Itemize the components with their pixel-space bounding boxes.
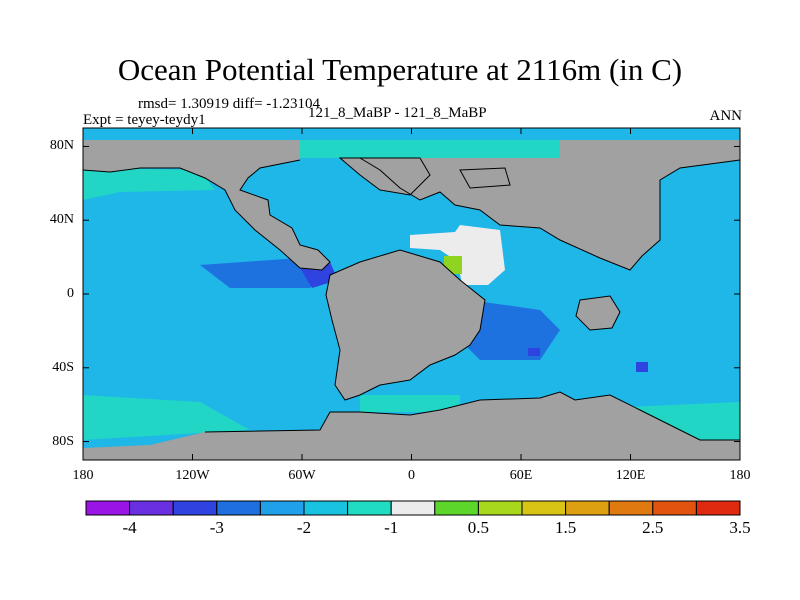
lat-label: 40S	[52, 359, 74, 375]
colorbar-tick-label: 1.5	[554, 518, 577, 537]
coastlines	[82, 157, 741, 441]
colorbar-swatch	[652, 500, 697, 516]
lat-label: 40N	[49, 212, 74, 228]
indian-ocean-cold-plume	[460, 300, 560, 360]
indian-deep-cold-spot	[528, 348, 540, 356]
colorbar-swatch	[695, 500, 741, 516]
colorbar-swatch	[390, 500, 436, 516]
colorbar-tick-label: 0.5	[467, 518, 490, 537]
australia-land	[576, 296, 620, 330]
south-america-africa-land	[326, 250, 485, 400]
lon-label: 60E	[509, 468, 533, 483]
lat-label: 80S	[52, 433, 74, 449]
coastline-eurasia	[359, 157, 741, 271]
coastline-australia	[575, 295, 621, 331]
experiment-names: 121_8_MaBP - 121_8_MaBP	[308, 105, 487, 121]
map-panel	[82, 127, 741, 461]
colorbar-swatch	[85, 500, 131, 516]
colorbar-swatch	[216, 500, 261, 516]
colorbar-tick-label: -4	[122, 518, 137, 537]
lon-label: 120E	[615, 468, 646, 483]
southeast-deep-cold-spot	[636, 362, 648, 372]
lon-label: 60W	[288, 468, 316, 483]
colorbar-swatch	[172, 500, 218, 516]
pacific-warm-band	[83, 395, 250, 440]
colorbar-tick-label: -2	[296, 518, 312, 537]
lat-label: 80N	[49, 138, 74, 154]
colorbar-swatch	[259, 500, 305, 516]
colorbar-swatch	[608, 500, 654, 516]
north-pacific-warm-patch	[83, 168, 215, 200]
north-america-land	[83, 140, 330, 270]
small-island-land	[460, 168, 510, 188]
colorbar-tick-label: -3	[209, 518, 224, 537]
colorbar-swatch	[347, 500, 392, 516]
colorbar-tick-label: 2.5	[642, 518, 664, 537]
coastline-greenland	[338, 157, 431, 196]
lon-label: 180	[729, 468, 751, 483]
mediterranean-neutral-patch	[410, 225, 505, 285]
arctic-warm-patch	[300, 140, 560, 158]
colorbar-swatch	[565, 500, 610, 516]
south-atlantic-warm-band	[360, 395, 460, 412]
colorbar-swatch	[303, 500, 349, 516]
colorbar-swatch	[434, 500, 479, 516]
lon-label: 0	[408, 468, 415, 483]
colorbar-swatch	[521, 500, 567, 516]
coastline-antarctica	[204, 391, 740, 441]
experiment-line: Expt = teyey-teydy1	[83, 112, 206, 128]
season-label: ANN	[709, 108, 743, 124]
colorbar-tick-label: -1	[384, 518, 399, 537]
lat-label: 0	[67, 286, 74, 301]
greenland-land	[340, 158, 430, 195]
colorbar	[85, 500, 741, 516]
coastline-north-america	[82, 159, 331, 271]
lon-label: 120W	[175, 468, 210, 483]
antarctica-land	[83, 392, 740, 460]
plot-title: Ocean Potential Temperature at 2116m (in…	[117, 52, 683, 87]
colorbar-swatch	[129, 500, 174, 516]
stats-line: rmsd= 1.30919 diff= -1.23104	[138, 96, 321, 112]
coastline-island	[459, 167, 511, 189]
coastline-south-continent	[325, 249, 486, 401]
colorbar-tick-label: 3.5	[729, 518, 751, 537]
axis-ticks	[82, 128, 741, 460]
lon-label: 180	[72, 468, 94, 483]
colorbar-swatch	[477, 500, 523, 516]
